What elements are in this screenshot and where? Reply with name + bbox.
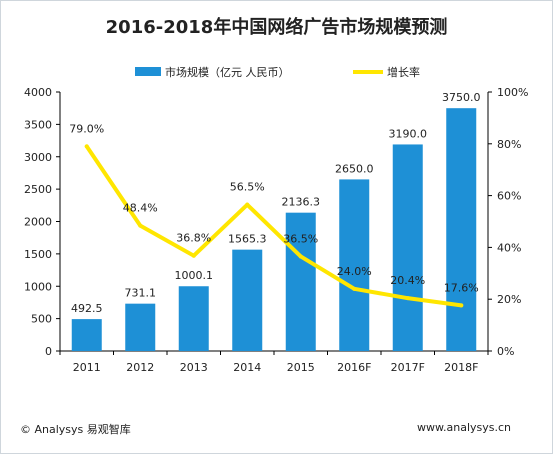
x-tick-label: 2015 [287,361,315,374]
bar-value-label: 2650.0 [335,162,374,175]
growth-rate-label: 17.6% [444,281,479,294]
right-tick-label: 20% [497,293,521,306]
source-credit: © Analysys 易观智库 [20,423,131,436]
bar [285,212,316,351]
growth-rate-point [84,144,89,149]
left-tick-label: 1500 [24,248,52,261]
right-tick-label: 80% [497,138,521,151]
right-tick-label: 0% [497,345,514,358]
left-tick-label: 3500 [24,118,52,131]
x-tick-label: 2012 [126,361,154,374]
left-tick-label: 4000 [24,86,52,99]
bar-value-label: 731.1 [125,287,157,300]
left-tick-label: 500 [31,313,52,326]
growth-rate-label: 36.8% [176,232,211,245]
growth-rate-point [298,254,303,259]
right-tick-label: 100% [497,86,528,99]
growth-rate-line [84,144,464,308]
growth-rate-point [138,223,143,228]
left-tick-label: 2000 [24,216,52,229]
right-tick-label: 60% [497,190,521,203]
bar [232,249,263,351]
bar [125,303,156,351]
left-tick-label: 2500 [24,183,52,196]
growth-rate-point [352,286,357,291]
line-series: 79.0% 48.4% 36.8% 56.5% 36.5% 24.0% 20.4% 17.6% [69,122,479,308]
x-tick-label: 2014 [233,361,261,374]
x-tick-label: 2011 [73,361,101,374]
growth-rate-point [245,202,250,207]
x-tick-label: 2013 [180,361,208,374]
growth-rate-label: 56.5% [230,181,265,194]
bar [446,108,477,351]
x-tick-label: 2018F [444,361,478,374]
bar-value-label: 1565.3 [228,233,267,246]
legend-label-line: 增长率 [387,65,420,79]
growth-rate-label: 24.0% [337,265,372,278]
growth-rate-label: 36.5% [283,232,318,245]
left-tick-label: 3000 [24,151,52,164]
bar [392,144,423,351]
legend-label-bar: 市场规模（亿元 人民币） [165,65,290,79]
bar [339,179,370,351]
growth-rate-point [191,253,196,258]
growth-rate-label: 48.4% [123,202,158,215]
growth-rate-label: 20.4% [390,274,425,287]
growth-rate-point [405,296,410,301]
legend: 市场规模（亿元 人民币） 增长率 [135,65,420,79]
bar-series: 492.5 731.1 1000.1 1565.3 2136.3 2650.0 3190.0… [71,91,481,351]
x-tick-label: 2016F [337,361,371,374]
chart-title: 2016-2018年中国网络广告市场规模预测 [105,17,448,38]
legend-swatch-bar [135,67,161,76]
growth-rate-point [459,303,464,308]
bar-value-label: 3750.0 [442,91,481,104]
left-tick-label: 0 [45,345,52,358]
bar [178,286,209,351]
x-tick-label: 2017F [391,361,425,374]
left-tick-label: 1000 [24,280,52,293]
bar-value-label: 2136.3 [282,196,321,209]
website-url: www.analysys.cn [417,421,511,434]
growth-rate-label: 79.0% [69,122,104,135]
bar-value-label: 3190.0 [389,127,428,140]
right-tick-label: 40% [497,241,521,254]
bar [71,319,102,351]
bar-value-label: 1000.1 [175,269,214,282]
bar-value-label: 492.5 [71,302,103,315]
